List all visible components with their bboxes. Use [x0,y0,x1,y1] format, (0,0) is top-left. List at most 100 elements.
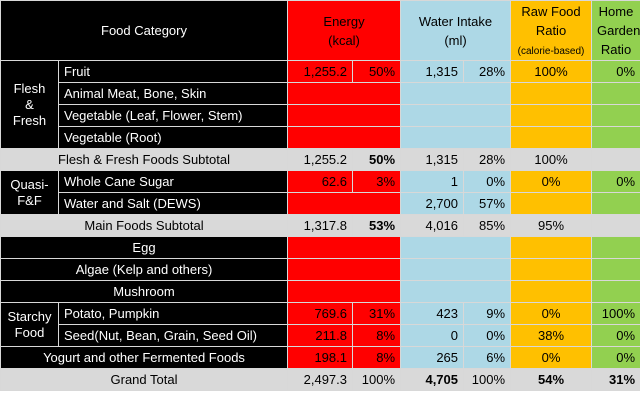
garden-empty [591,258,640,281]
row-label: Mushroom [0,280,288,303]
energy-empty [286,104,402,127]
garden-ratio: 0% [591,60,640,83]
row-label: Vegetable (Leaf, Flower, Stem) [58,104,288,127]
water-pct: 100% [463,368,512,391]
water-pct: 0% [463,170,512,193]
raw-ratio: 0% [510,346,593,369]
water-value: 1 [400,170,465,193]
row-label: Yogurt and other Fermented Foods [0,346,288,369]
subtotal-row: Main Foods Subtotal 1,317.8 53% 4,016 85… [0,214,640,237]
table-row: Vegetable (Root) [1,126,640,149]
water-empty [400,258,512,281]
garden-ratio: 100% [591,302,640,325]
water-value: 1,315 [400,148,465,171]
water-empty [400,82,512,105]
water-pct: 0% [463,324,512,347]
row-label: Potato, Pumpkin [58,302,288,325]
row-label: Flesh & Fresh Foods Subtotal [0,148,288,171]
garden-empty [591,148,640,171]
water-value: 0 [400,324,465,347]
header-row: Food Category Energy (kcal) Water Intake(… [0,0,640,61]
row-label: Egg [0,236,288,259]
energy-pct: 100% [351,368,402,391]
row-label: Main Foods Subtotal [0,214,288,237]
energy-pct: 50% [351,148,402,171]
energy-empty [286,236,402,259]
row-label: Water and Salt (DEWS) [58,192,288,215]
raw-ratio: 0% [510,302,593,325]
header-raw-food-ratio: Raw Food Ratio (calorie-based) [510,0,593,61]
garden-empty [591,214,640,237]
raw-empty [510,236,593,259]
grand-total-row: Grand Total 2,497.3 100% 4,705 100% 54% … [0,368,640,391]
energy-value: 198.1 [287,346,353,369]
water-value: 1,315 [400,60,465,83]
garden-empty [591,280,640,303]
header-food-category: Food Category [0,0,288,61]
energy-pct: 3% [351,170,402,193]
row-label: Grand Total [0,368,288,391]
raw-ratio: 100% [510,60,593,83]
food-table: Food Category Energy (kcal) Water Intake(… [0,0,640,391]
energy-pct: 8% [351,346,402,369]
garden-empty [591,192,640,215]
energy-pct: 31% [351,302,402,325]
table-row: Starchy Food Potato, Pumpkin 769.6 31% 42… [0,302,640,347]
energy-value: 1,317.8 [287,214,353,237]
raw-empty [510,280,593,303]
row-label: Vegetable (Root) [58,126,288,149]
garden-empty [591,104,640,127]
raw-ratio: 38% [510,324,593,347]
energy-empty [286,82,402,105]
row-label: Seed(Nut, Bean, Grain, Seed Oil) [58,324,288,347]
garden-empty [591,236,640,259]
water-pct: 9% [463,302,512,325]
garden-ratio: 0% [591,170,640,193]
table-row: Vegetable (Leaf, Flower, Stem) [1,104,640,127]
table-row: Quasi- F&F Whole Cane Sugar 62.6 3% 1 0% … [0,170,640,215]
water-empty [400,104,512,127]
energy-pct: 53% [351,214,402,237]
energy-value: 1,255.2 [287,148,353,171]
energy-value: 211.8 [287,324,353,347]
water-pct: 57% [463,192,512,215]
water-pct: 28% [463,148,512,171]
table-row: Flesh & Fresh Fruit 1,255.2 50% 1,315 28% … [0,60,640,149]
raw-empty [510,82,593,105]
row-label: Fruit [58,60,288,83]
water-empty [400,280,512,303]
water-value: 4,705 [400,368,465,391]
raw-empty [510,192,593,215]
energy-pct: 8% [351,324,402,347]
energy-value: 62.6 [287,170,353,193]
water-value: 265 [400,346,465,369]
water-pct: 85% [463,214,512,237]
row-label: Animal Meat, Bone, Skin [58,82,288,105]
table-row: Animal Meat, Bone, Skin [1,82,640,105]
raw-ratio: 100% [510,148,593,171]
group-quasi-ff: Quasi- F&F [0,170,59,215]
group-starchy-food: Starchy Food [0,302,59,347]
energy-value: 2,497.3 [287,368,353,391]
raw-empty [510,126,593,149]
energy-empty [286,258,402,281]
water-pct: 6% [463,346,512,369]
table-row: Yogurt and other Fermented Foods 198.1 8… [0,346,640,369]
row-label: Algae (Kelp and others) [0,258,288,281]
garden-ratio: 31% [591,368,640,391]
raw-ratio: 95% [510,214,593,237]
energy-empty [286,192,402,215]
garden-ratio: 0% [591,346,640,369]
group-flesh-fresh: Flesh & Fresh [0,60,59,149]
raw-empty [510,104,593,127]
garden-empty [591,82,640,105]
table-row: Mushroom [0,280,640,303]
water-value: 4,016 [400,214,465,237]
water-value: 2,700 [400,192,465,215]
subtotal-row: Flesh & Fresh Foods Subtotal 1,255.2 50%… [0,148,640,171]
header-energy: Energy (kcal) [286,0,402,61]
energy-value: 769.6 [287,302,353,325]
water-empty [400,236,512,259]
garden-ratio: 0% [591,324,640,347]
energy-empty [286,280,402,303]
